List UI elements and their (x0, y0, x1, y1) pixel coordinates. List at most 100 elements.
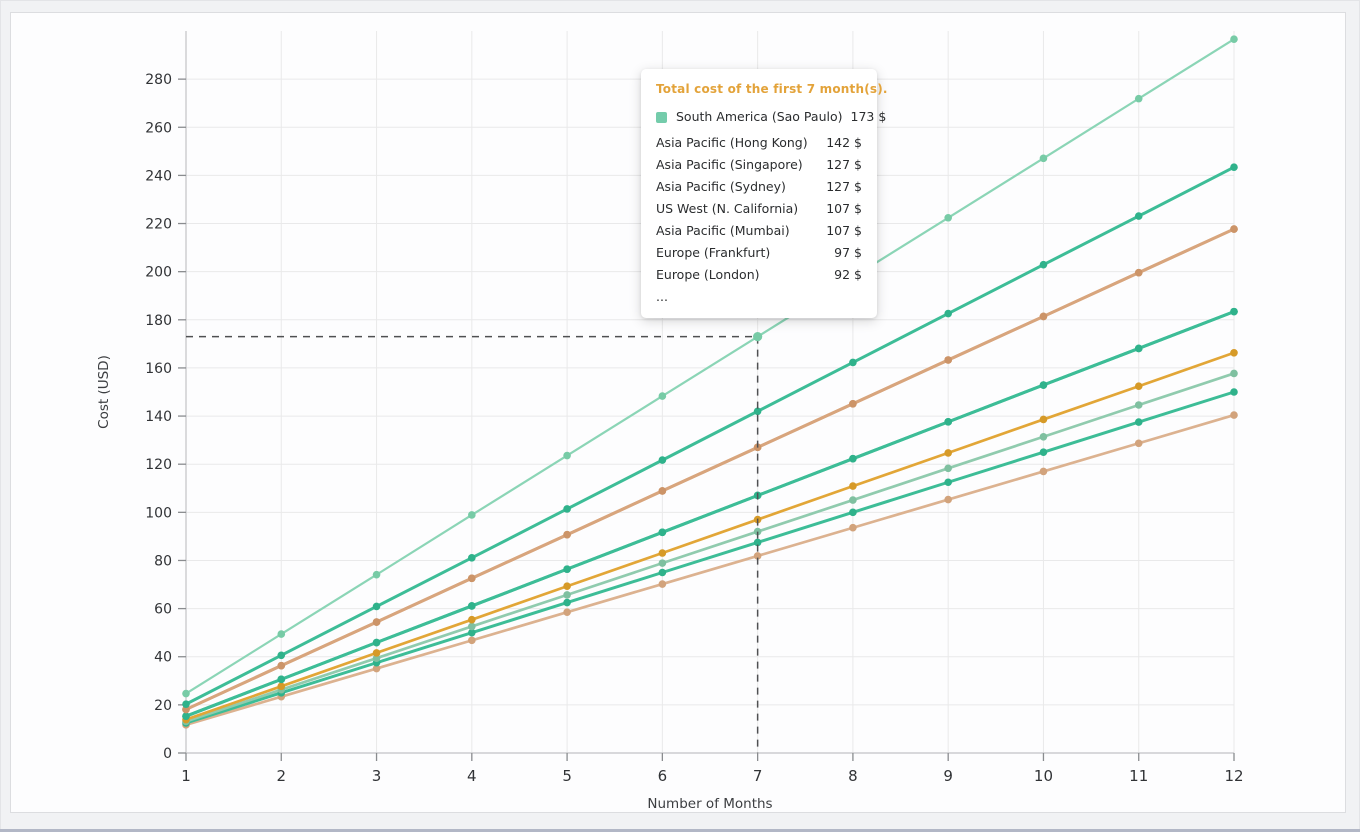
point-asia-pacific-hong-kong-month-10[interactable] (1039, 260, 1048, 269)
point-south-america-sao-paulo-month-12[interactable] (1230, 35, 1238, 43)
point-us-west-n-california-month-3[interactable] (372, 638, 381, 647)
line-series-south-america-sao-paulo[interactable] (184, 38, 1236, 695)
point-unlabeled-9-month-6[interactable] (658, 568, 667, 577)
point-europe-london-month-12[interactable] (1230, 369, 1238, 378)
point-us-west-n-california-month-9[interactable] (944, 418, 952, 426)
point-south-america-sao-paulo-month-2[interactable] (277, 630, 286, 638)
point-us-west-n-california-month-12[interactable] (1230, 307, 1238, 316)
point-unlabeled-9-month-8[interactable] (849, 508, 857, 517)
point-europe-london-month-11[interactable] (1134, 401, 1143, 409)
point-unlabeled-9-month-5[interactable] (563, 598, 571, 607)
point-asia-pacific-singapore-month-3[interactable] (372, 618, 381, 626)
point-south-america-sao-paulo-month-10[interactable] (1039, 154, 1048, 163)
point-unlabeled-10-month-7[interactable] (753, 552, 762, 560)
point-unlabeled-9-month-7[interactable] (753, 538, 762, 547)
point-south-america-sao-paulo-month-9[interactable] (944, 213, 952, 222)
point-europe-london-month-8[interactable] (849, 496, 857, 504)
point-unlabeled-9-month-9[interactable] (944, 478, 952, 487)
point-us-west-n-california-month-11[interactable] (1134, 344, 1143, 353)
point-unlabeled-10-month-5[interactable] (563, 608, 571, 617)
line-series-asia-pacific-singapore[interactable] (184, 227, 1236, 711)
point-asia-pacific-hong-kong-month-9[interactable] (944, 309, 952, 318)
line-series-europe-london[interactable] (184, 372, 1236, 723)
point-europe-frankfurt-month-12[interactable] (1230, 348, 1238, 357)
point-asia-pacific-singapore-month-1[interactable] (182, 705, 190, 714)
point-asia-pacific-singapore-month-5[interactable] (563, 530, 571, 539)
point-asia-pacific-hong-kong-month-4[interactable] (468, 554, 476, 562)
line-series-us-west-n-california[interactable] (184, 310, 1236, 718)
point-unlabeled-10-month-6[interactable] (658, 580, 667, 588)
point-asia-pacific-hong-kong-month-8[interactable] (849, 358, 857, 367)
point-asia-pacific-singapore-month-6[interactable] (658, 487, 667, 495)
point-asia-pacific-singapore-month-2[interactable] (277, 661, 286, 670)
point-unlabeled-10-month-11[interactable] (1134, 439, 1143, 448)
y-tick-label: 220 (145, 217, 172, 233)
point-asia-pacific-hong-kong-month-7[interactable] (753, 407, 762, 416)
point-asia-pacific-singapore-month-11[interactable] (1134, 268, 1143, 277)
point-asia-pacific-hong-kong-month-11[interactable] (1134, 212, 1143, 220)
point-europe-frankfurt-month-8[interactable] (849, 482, 857, 490)
point-europe-frankfurt-month-2[interactable] (277, 682, 286, 691)
point-europe-frankfurt-month-3[interactable] (372, 649, 381, 657)
point-asia-pacific-singapore-month-9[interactable] (944, 356, 952, 364)
point-asia-pacific-singapore-month-12[interactable] (1230, 225, 1238, 233)
point-us-west-n-california-month-10[interactable] (1039, 381, 1048, 389)
point-asia-pacific-singapore-month-10[interactable] (1039, 312, 1048, 321)
point-europe-london-month-6[interactable] (658, 559, 667, 567)
point-unlabeled-10-month-3[interactable] (372, 664, 381, 673)
tooltip-row-label: Asia Pacific (Hong Kong) (656, 135, 808, 150)
highlighted-point[interactable] (753, 332, 763, 342)
point-asia-pacific-hong-kong-month-6[interactable] (658, 456, 667, 464)
point-unlabeled-10-month-9[interactable] (944, 495, 952, 504)
point-asia-pacific-hong-kong-month-2[interactable] (277, 651, 286, 660)
point-south-america-sao-paulo-month-4[interactable] (468, 511, 476, 519)
point-unlabeled-10-month-8[interactable] (849, 523, 857, 532)
point-europe-frankfurt-month-5[interactable] (563, 582, 571, 591)
point-europe-london-month-5[interactable] (563, 591, 571, 599)
point-us-west-n-california-month-4[interactable] (468, 602, 476, 610)
point-europe-frankfurt-month-11[interactable] (1134, 382, 1143, 391)
tooltip-row-label: Asia Pacific (Mumbai) (656, 223, 790, 238)
point-unlabeled-10-month-12[interactable] (1230, 411, 1238, 419)
point-europe-london-month-4[interactable] (468, 622, 476, 631)
point-asia-pacific-singapore-month-4[interactable] (468, 574, 476, 583)
point-unlabeled-10-month-10[interactable] (1039, 467, 1048, 476)
line-series-europe-frankfurt[interactable] (184, 351, 1236, 721)
line-series-asia-pacific-hong-kong[interactable] (184, 165, 1236, 706)
point-us-west-n-california-month-1[interactable] (182, 712, 190, 720)
line-series-unlabeled-9[interactable] (184, 390, 1236, 725)
point-asia-pacific-singapore-month-8[interactable] (849, 399, 857, 408)
point-south-america-sao-paulo-month-3[interactable] (372, 570, 381, 579)
point-europe-london-month-9[interactable] (944, 464, 952, 473)
point-europe-frankfurt-month-10[interactable] (1039, 415, 1048, 424)
point-south-america-sao-paulo-month-1[interactable] (182, 689, 190, 698)
window-bottom-edge (0, 829, 1360, 832)
point-asia-pacific-hong-kong-month-3[interactable] (372, 602, 381, 611)
point-asia-pacific-hong-kong-month-1[interactable] (182, 700, 190, 708)
point-us-west-n-california-month-6[interactable] (658, 528, 667, 537)
point-europe-frankfurt-month-9[interactable] (944, 449, 952, 457)
point-europe-london-month-3[interactable] (372, 654, 381, 662)
point-unlabeled-9-month-10[interactable] (1039, 448, 1048, 456)
point-south-america-sao-paulo-month-11[interactable] (1134, 94, 1143, 103)
tooltip-row-ellipsis: ... (656, 286, 862, 308)
point-us-west-n-california-month-8[interactable] (849, 454, 857, 463)
point-europe-frankfurt-month-6[interactable] (658, 549, 667, 557)
tooltip-row: South America (Sao Paulo) 173 $ (656, 106, 886, 128)
point-unlabeled-9-month-4[interactable] (468, 628, 476, 637)
point-unlabeled-9-month-12[interactable] (1230, 388, 1238, 396)
point-europe-london-month-10[interactable] (1039, 432, 1048, 441)
line-series-unlabeled-10[interactable] (184, 413, 1236, 727)
point-asia-pacific-hong-kong-month-5[interactable] (563, 505, 571, 513)
point-europe-frankfurt-month-4[interactable] (468, 615, 476, 624)
tooltip-row-value: 173 $ (850, 109, 887, 124)
point-south-america-sao-paulo-month-5[interactable] (563, 451, 571, 460)
tooltip-row-value: 92 $ (834, 267, 862, 282)
point-europe-london-month-7[interactable] (753, 527, 762, 536)
point-us-west-n-california-month-5[interactable] (563, 565, 571, 573)
point-south-america-sao-paulo-month-6[interactable] (658, 392, 667, 400)
point-unlabeled-10-month-4[interactable] (468, 636, 476, 645)
point-asia-pacific-hong-kong-month-12[interactable] (1230, 163, 1238, 172)
point-us-west-n-california-month-2[interactable] (277, 675, 286, 684)
point-unlabeled-9-month-11[interactable] (1134, 418, 1143, 426)
